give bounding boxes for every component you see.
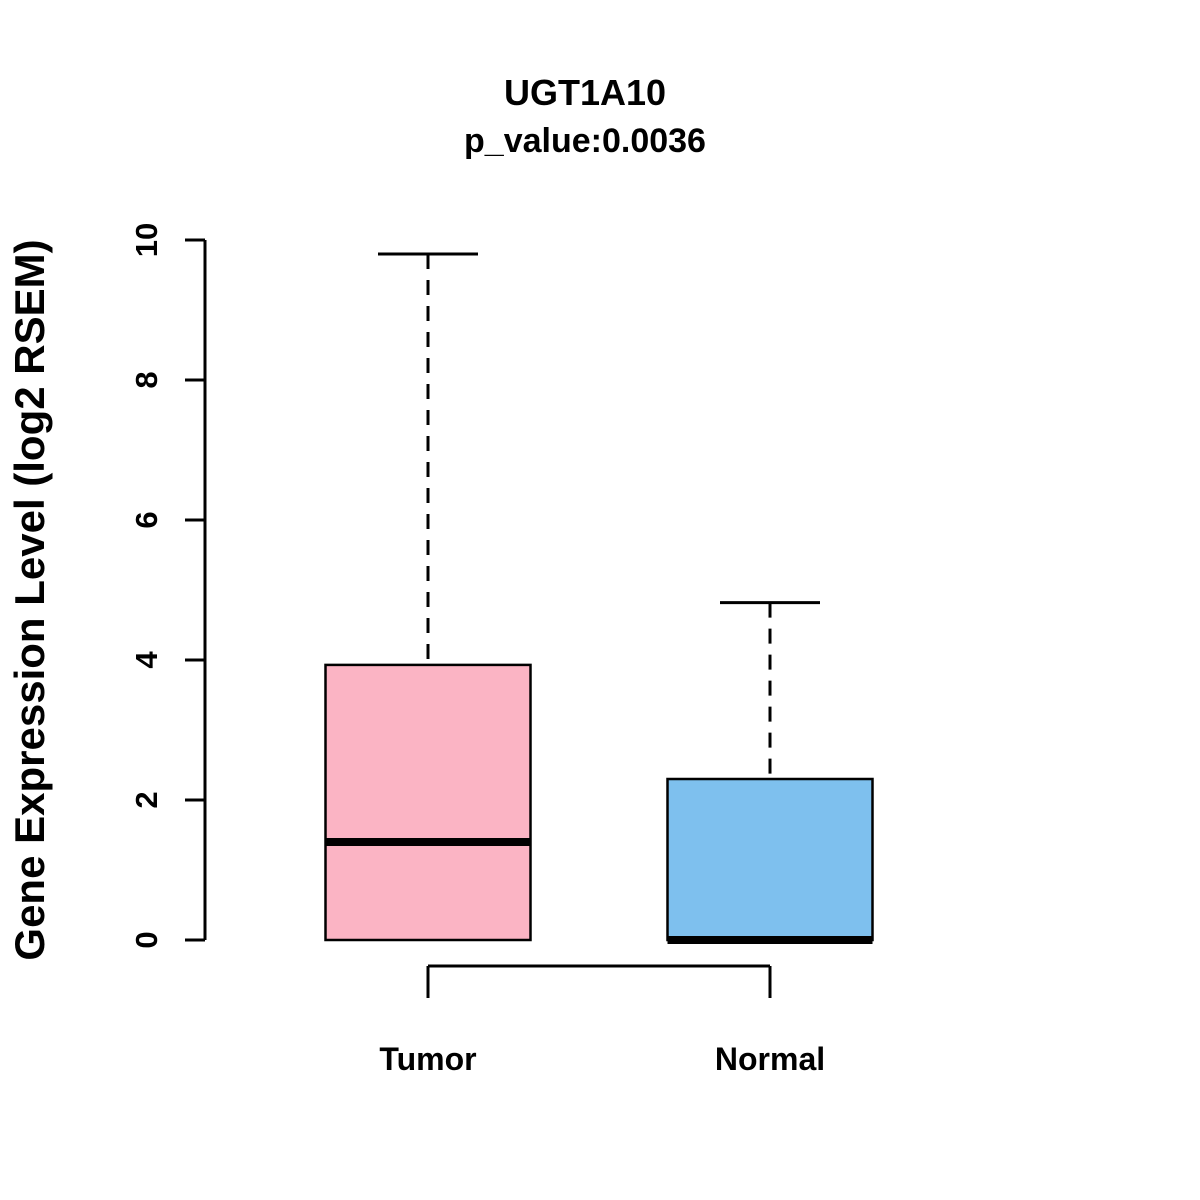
chart-title: UGT1A10 <box>504 72 666 113</box>
normal-box <box>666 777 874 942</box>
y-tick-label: 10 <box>129 223 164 257</box>
x-tick-label-normal: Normal <box>715 1041 825 1077</box>
y-tick-label: 2 <box>129 791 164 808</box>
boxplot-boxes <box>324 252 874 944</box>
y-tick-label: 6 <box>129 511 164 528</box>
y-axis-label: Gene Expression Level (log2 RSEM) <box>6 239 53 960</box>
chart-subtitle: p_value:0.0036 <box>464 122 706 160</box>
x-tick-label-tumor: Tumor <box>379 1041 476 1077</box>
y-tick-label: 0 <box>129 931 164 948</box>
y-tick-label: 8 <box>129 371 164 388</box>
x-axis: Tumor Normal <box>379 964 825 1077</box>
y-tick-label: 4 <box>129 651 164 669</box>
tumor-box <box>324 663 532 942</box>
y-axis: 0 2 4 6 8 10 <box>129 223 207 949</box>
